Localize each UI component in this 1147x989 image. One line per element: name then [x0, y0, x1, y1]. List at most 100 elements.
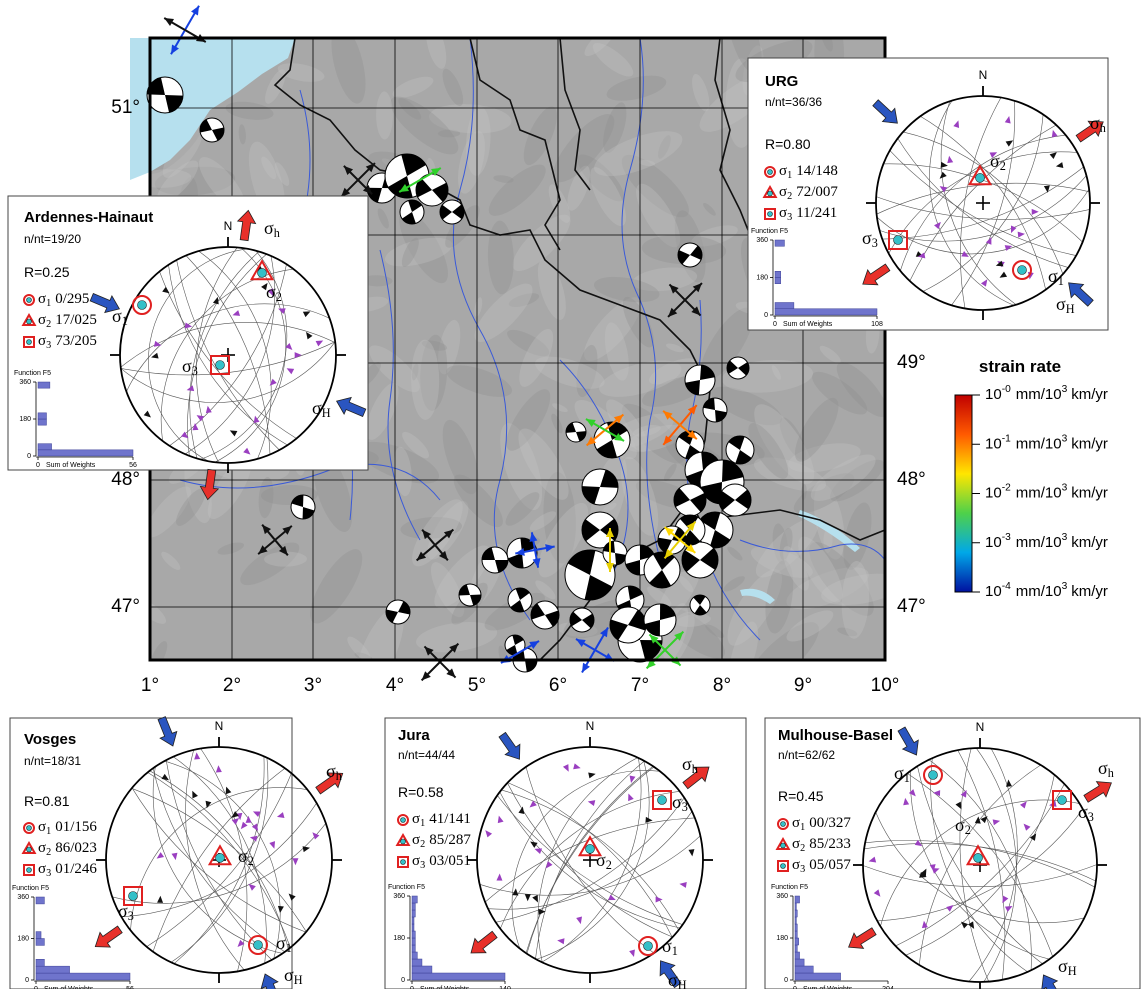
sym-dot	[216, 853, 225, 862]
hist-ytick-label-part: 0	[25, 977, 29, 984]
lat-label-part: 49°	[897, 352, 926, 373]
stress-row-part: 3	[46, 340, 51, 351]
sym-dot	[254, 941, 263, 950]
sym-dot	[781, 822, 786, 827]
panel-title-part: Vosges	[24, 731, 76, 748]
sym-dot	[1018, 266, 1027, 275]
focal-mechanism	[603, 541, 627, 565]
stress-row-part: 3	[787, 212, 792, 223]
hist-ytick-label: 180	[19, 416, 31, 423]
panel-count-part: n/nt=19/20	[24, 232, 81, 246]
panel-title: URG	[765, 73, 798, 90]
lat-label-part: 51°	[111, 97, 140, 118]
focal-mechanism	[690, 595, 710, 615]
stress-row-part: 01/246	[55, 861, 97, 877]
legend-level-part: 3	[1062, 531, 1068, 542]
stress-row-part: 0/295	[55, 291, 89, 307]
hist-ytick-label-part: 360	[756, 237, 768, 244]
sym-dot	[138, 301, 147, 310]
sym-dot	[401, 839, 406, 844]
hist-ytick-label-part: 0	[27, 453, 31, 460]
hist-bar	[795, 959, 804, 966]
sigma-h-label-part: σ	[682, 754, 692, 774]
net-stress-label-part: σ	[266, 282, 276, 302]
panel-ratio-part: R=0.80	[765, 136, 811, 152]
legend-level-part: mm/10	[1016, 435, 1062, 452]
panel-title: Jura	[398, 727, 430, 744]
net-stress-label-part: 1	[122, 314, 128, 328]
legend-level-part: mm/10	[1016, 386, 1062, 403]
hist-xtick-label-part: 56	[129, 462, 137, 469]
hist-ytick-label: 0	[25, 977, 29, 984]
hist-title-part: Function F5	[771, 884, 808, 891]
focal-mechanism	[291, 495, 315, 519]
sym-dot	[27, 298, 32, 303]
hist-bar	[775, 309, 877, 315]
hist-ytick-label: 360	[776, 893, 788, 900]
hist-xlabel: Sum of Weights	[783, 321, 833, 328]
legend-level-part: 3	[1062, 482, 1068, 493]
hist-bar	[412, 938, 415, 945]
hist-ytick-label: 180	[393, 935, 405, 942]
lat-label: 47°	[111, 596, 140, 617]
colorbar	[955, 395, 972, 592]
lon-label: 3°	[304, 675, 322, 696]
stress-row-part: 1	[46, 298, 51, 309]
legend-level: 10-3mm/103km/yr	[985, 531, 1108, 550]
panel-count: n/nt=19/20	[24, 232, 81, 246]
legend-level: 10-1mm/103km/yr	[985, 433, 1108, 452]
lon-label: 8°	[713, 675, 731, 696]
net-stress-label-part: 2	[1000, 159, 1006, 173]
panel-title-part: Ardennes-Hainaut	[24, 209, 153, 226]
stress-row-part: 2	[420, 839, 425, 850]
panel-count-part: n/nt=18/31	[24, 754, 81, 768]
panel-count-part: n/nt=62/62	[778, 748, 835, 762]
lon-label-part: 1°	[141, 675, 159, 696]
hist-title: Function F5	[751, 228, 788, 235]
hist-ytick-label-part: 180	[19, 416, 31, 423]
legend-level-part: km/yr	[1071, 435, 1108, 452]
lat-label: 51°	[111, 97, 140, 118]
hist-ytick-label-part: 0	[401, 977, 405, 984]
lon-label: 9°	[794, 675, 812, 696]
panel-ratio: R=0.80	[765, 136, 811, 152]
hist-bar	[412, 917, 414, 924]
stress-row: σ10/295	[38, 291, 89, 309]
sym-dot	[401, 818, 406, 823]
panel-ratio: R=0.45	[778, 788, 824, 804]
focal-mechanism	[200, 118, 224, 142]
net-stress-label-part: σ	[1048, 266, 1058, 286]
stress-row-part: σ	[412, 811, 420, 827]
hist-ytick-label: 0	[784, 977, 788, 984]
hist-ytick-label-part: 0	[764, 312, 768, 319]
hist-bar	[38, 444, 52, 450]
north-label-part: N	[586, 719, 595, 733]
north-label-part: N	[224, 219, 233, 233]
sigma-H-label-part: σ	[1056, 294, 1066, 314]
net-stress-label-part: σ	[955, 815, 965, 835]
lat-label: 49°	[897, 352, 926, 373]
net-stress-label-part: σ	[862, 228, 872, 248]
legend-level-part: 10	[985, 386, 1002, 403]
lon-label-part: 6°	[549, 675, 567, 696]
lon-label: 1°	[141, 675, 159, 696]
net-stress-label-part: σ	[894, 763, 904, 783]
stress-row-part: 03/051	[429, 853, 471, 869]
hist-title: Function F5	[388, 884, 425, 891]
panel-ratio-part: R=0.58	[398, 784, 444, 800]
hist-ytick-label: 360	[19, 379, 31, 386]
hist-title-part: Function F5	[12, 885, 49, 892]
net-stress-label-part: σ	[596, 850, 606, 870]
focal-mechanism	[644, 604, 676, 636]
hist-bar	[412, 924, 414, 931]
legend-level-part: 3	[1062, 384, 1068, 395]
focal-mechanism	[719, 484, 751, 516]
net-stress-label-part: 3	[1088, 810, 1094, 824]
legend-level-part: mm/10	[1016, 534, 1062, 551]
stress-row-part: σ	[412, 832, 420, 848]
hist-bar	[38, 413, 46, 419]
stress-row-part: σ	[412, 853, 420, 869]
hist-bar	[795, 945, 797, 952]
panel-title: Vosges	[24, 731, 76, 748]
panel-ratio-part: R=0.81	[24, 793, 70, 809]
